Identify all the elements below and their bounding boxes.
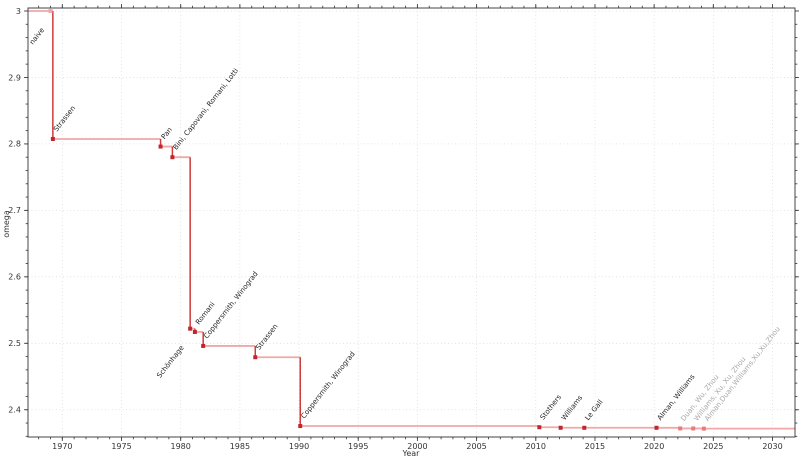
data-point-marker xyxy=(582,425,587,430)
y-axis-title: omega xyxy=(2,210,11,238)
x-tick-label: 2000 xyxy=(407,442,427,451)
x-tick-label: 1975 xyxy=(111,442,131,451)
data-point-marker xyxy=(701,426,706,431)
data-point-marker xyxy=(158,144,163,149)
y-tick-label: 3 xyxy=(16,7,21,16)
x-tick-label: 2010 xyxy=(526,442,546,451)
gridlines xyxy=(28,8,795,437)
data-point-marker xyxy=(654,425,659,430)
data-point-marker xyxy=(558,425,563,430)
data-point-marker xyxy=(48,8,53,13)
y-tick-label: 2.9 xyxy=(8,73,21,82)
y-tick-label: 2.4 xyxy=(8,406,21,415)
data-series xyxy=(28,8,795,431)
x-tick-label: 1990 xyxy=(289,442,309,451)
plot-border xyxy=(27,7,796,438)
y-tick-label: 2.7 xyxy=(8,206,21,215)
x-tick-label: 2015 xyxy=(585,442,605,451)
data-point-marker xyxy=(201,343,206,348)
x-tick-label: 2005 xyxy=(466,442,486,451)
axes: 1970 1975 1980 1985 1990 1995 2000 2005 2010 2015… xyxy=(8,4,799,451)
x-tick-label: 2020 xyxy=(644,442,664,451)
x-tick-label: 1980 xyxy=(171,442,191,451)
x-tick-label: 1995 xyxy=(348,442,368,451)
data-point-marker xyxy=(170,155,175,160)
data-point-marker xyxy=(253,355,258,360)
x-tick-label: 1985 xyxy=(230,442,250,451)
y-tick-label: 2.6 xyxy=(8,273,21,282)
x-tick-label: 2025 xyxy=(703,442,723,451)
x-axis-title: Year xyxy=(402,449,421,458)
data-point-marker xyxy=(691,426,696,431)
data-point-marker xyxy=(50,136,55,141)
x-tick-label: 2030 xyxy=(762,442,782,451)
y-tick-label: 2.8 xyxy=(8,140,21,149)
data-point-marker xyxy=(537,425,542,430)
data-point-marker xyxy=(678,426,683,431)
data-point-marker xyxy=(192,329,197,334)
y-tick-label: 2.5 xyxy=(8,339,21,348)
data-point-marker xyxy=(298,424,303,429)
data-point-marker xyxy=(188,326,193,331)
x-tick-label: 1970 xyxy=(52,442,72,451)
